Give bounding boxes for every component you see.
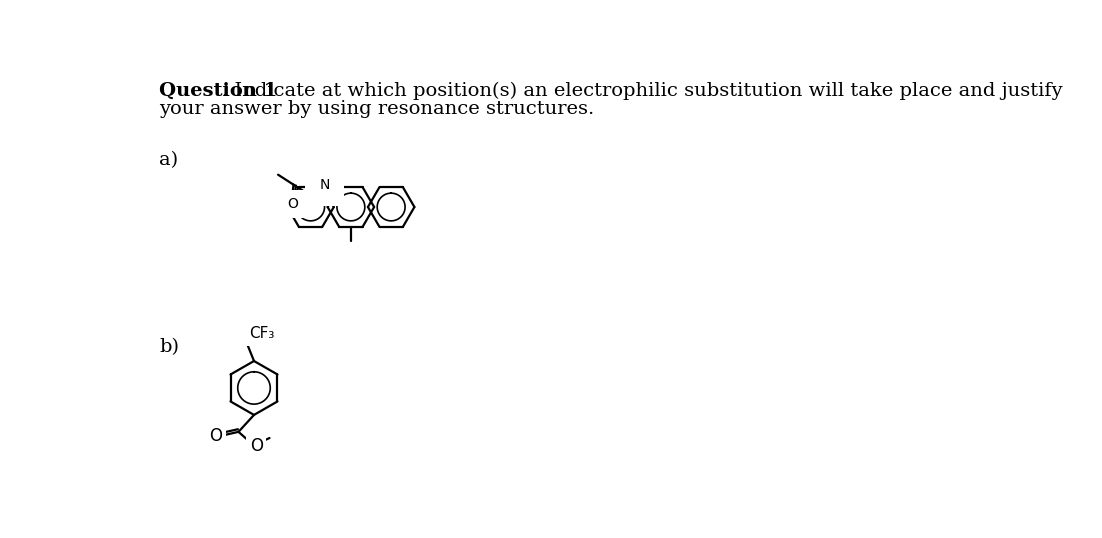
Text: N: N (320, 178, 329, 192)
Text: O: O (250, 437, 262, 456)
Text: a): a) (160, 151, 179, 169)
Text: CF₃: CF₃ (249, 326, 274, 341)
Text: O: O (288, 197, 299, 211)
Text: b): b) (160, 338, 180, 356)
Text: . Indicate at which position(s) an electrophilic substitution will take place an: . Indicate at which position(s) an elect… (223, 81, 1062, 100)
Text: Question 1: Question 1 (160, 81, 278, 100)
Text: your answer by using resonance structures.: your answer by using resonance structure… (160, 100, 595, 118)
Text: O: O (209, 428, 223, 445)
